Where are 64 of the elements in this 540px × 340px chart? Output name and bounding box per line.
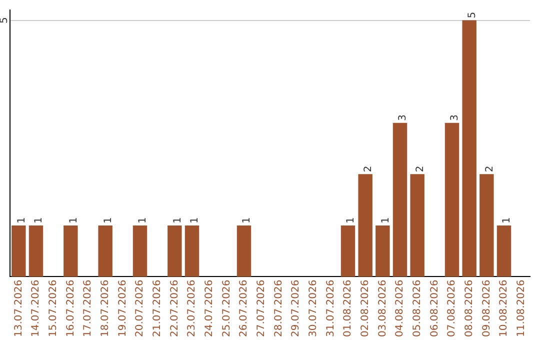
x-tick-label: 25.07.2026 [221,280,232,338]
bar [376,225,390,277]
x-tick-label: 17.07.2026 [82,280,94,338]
bar [392,122,408,277]
bar [98,225,112,277]
x-tick-label: 18.07.2026 [100,280,111,338]
x-tick-label: 28.07.2026 [273,280,284,338]
x-tick-label: 14.07.2026 [30,280,42,338]
x-tick-label: 27.07.2026 [256,280,267,338]
x-tick-label: 11.08.2026 [516,280,527,338]
x-tick-label: 03.08.2026 [377,280,388,338]
x-tick-label: 15.07.2026 [48,280,59,338]
data-label: 2 [414,166,426,172]
x-tick-label: 13.07.2026 [13,280,24,338]
bar [236,225,252,277]
bar [480,174,494,277]
x-tick-label: 19.07.2026 [117,280,128,338]
data-label: 1 [172,217,184,224]
x-tick-label: 26.07.2026 [238,280,250,338]
x-tick-label: 24.07.2026 [204,280,215,338]
bar [132,225,148,277]
x-tick-label: 06.08.2026 [429,280,440,338]
x-tick-label: 08.08.2026 [464,280,475,338]
x-tick-label: 01.08.2026 [342,280,354,338]
data-label: 3 [398,114,409,121]
data-label: 2 [362,166,374,172]
x-tick-label: 29.07.2026 [290,280,302,338]
data-label: 5 [466,12,478,18]
x-tick-label: 31.07.2026 [325,280,336,338]
data-label: 1 [34,217,45,224]
data-label: 1 [138,217,149,224]
data-label: 1 [346,217,357,224]
x-tick-label: 02.08.2026 [360,280,371,338]
data-label: 1 [242,217,253,224]
bar [462,20,476,277]
x-tick-label: 22.07.2026 [169,280,180,338]
data-label: 1 [16,217,28,224]
x-tick-label: 10.08.2026 [498,280,510,338]
bar [28,225,44,277]
x-tick-label: 23.07.2026 [186,280,198,338]
data-label: 1 [102,217,114,224]
x-tick-label: 04.08.2026 [394,280,406,338]
bar [168,225,182,277]
data-label: 1 [68,217,80,224]
x-tick-label: 21.07.2026 [152,280,163,338]
x-tick-label: 20.07.2026 [134,280,146,338]
data-label: 1 [190,217,201,224]
bar [340,225,356,277]
x-tick-label: 16.07.2026 [65,280,76,338]
x-tick-label: 30.07.2026 [308,280,319,338]
bar [410,174,424,277]
bar [358,174,372,277]
data-label: 2 [484,166,496,172]
data-label: 3 [450,114,461,121]
bar [496,225,512,277]
data-label: 1 [380,217,392,224]
bar [12,225,26,277]
bar [64,225,78,277]
bar [184,225,200,277]
bar [444,122,460,277]
data-label: 1 [502,217,513,224]
x-tick-label: 05.08.2026 [412,280,423,338]
x-tick-label: 09.08.2026 [481,280,492,338]
x-tick-label: 07.08.2026 [446,280,458,338]
